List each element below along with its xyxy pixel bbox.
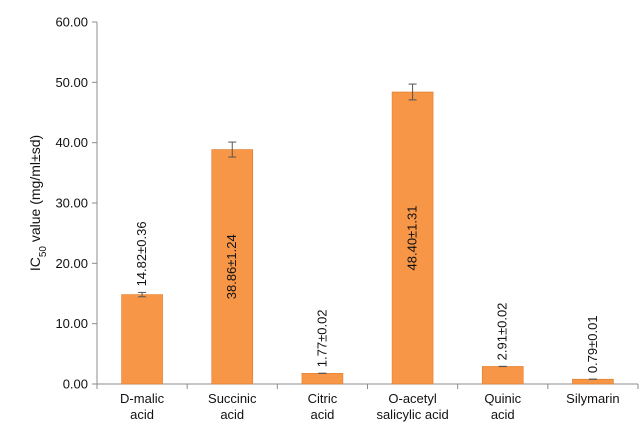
y-axis-title-group: IC50 value (mg/ml±sd) [27, 135, 49, 271]
y-tick-label: 20.00 [55, 256, 88, 271]
data-label: 48.40±1.31 [405, 206, 420, 271]
x-tick-label: Citric [308, 391, 338, 406]
x-tick-label: D-malic [120, 391, 165, 406]
x-tick-label: acid [491, 407, 515, 422]
y-tick-label: 60.00 [55, 15, 88, 30]
data-label: 14.82±0.36 [134, 221, 149, 286]
data-label: 1.77±0.02 [314, 309, 329, 367]
x-tick-label: acid [130, 407, 154, 422]
bar [572, 378, 614, 385]
error-bar [228, 141, 237, 158]
y-tick-label: 40.00 [55, 135, 88, 150]
y-tick-label: 30.00 [55, 196, 88, 211]
y-axis-title: IC50 value (mg/ml±sd) [27, 135, 49, 271]
x-tick-label: Succinic [208, 391, 257, 406]
y-tick-label: 10.00 [55, 316, 88, 331]
bar [211, 149, 254, 385]
axes: 0.00 10.00 20.00 30.00 40.00 50.00 60.00 D-mali… [55, 15, 639, 422]
data-labels: 14.82±0.36 38.86±1.24 1.77±0.02 48.40±1.31 2… [134, 206, 600, 374]
x-tick-label: acid [220, 407, 244, 422]
data-label: 0.79±0.01 [585, 315, 600, 373]
bar [121, 294, 163, 385]
error-bar [138, 291, 147, 298]
bar [481, 366, 524, 385]
error-bars [138, 83, 597, 380]
bar [301, 373, 344, 385]
x-tick-label: acid [310, 407, 334, 422]
y-tick-label: 0.00 [63, 377, 88, 392]
error-bar [408, 83, 417, 101]
bar [391, 91, 434, 385]
x-tick-label: O-acetyl [388, 391, 437, 406]
x-tick-label: salicylic acid [376, 407, 448, 422]
data-label: 2.91±0.02 [495, 303, 510, 361]
x-tick-label: Silymarin [566, 391, 619, 406]
data-label: 38.86±1.24 [224, 234, 239, 299]
bars [121, 91, 614, 385]
x-tick-label: Quinic [484, 391, 521, 406]
y-tick-label: 50.00 [55, 75, 88, 90]
